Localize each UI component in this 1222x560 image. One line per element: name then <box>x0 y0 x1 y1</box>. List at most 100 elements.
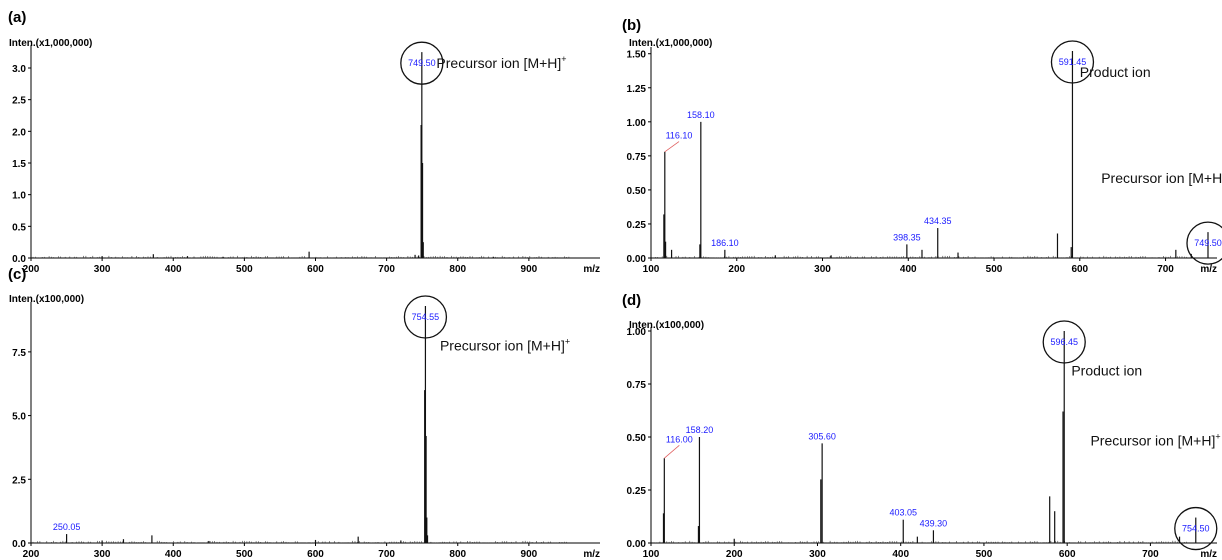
x-tick-label: 100 <box>643 549 660 560</box>
highlight-circle <box>403 295 448 339</box>
ion-charge-superscript: + <box>561 54 566 64</box>
x-axis-label: m/z <box>1200 549 1217 560</box>
peak-label: 749.50 <box>408 58 436 68</box>
y-tick-label: 0.00 <box>627 539 647 550</box>
peak-label: 186.10 <box>711 238 739 248</box>
x-tick-label: 200 <box>728 264 745 275</box>
y-tick-label: 2.0 <box>12 127 26 138</box>
peak-label: 754.50 <box>1182 524 1210 534</box>
x-tick-label: 400 <box>892 549 909 560</box>
x-tick-label: 500 <box>976 549 993 560</box>
x-tick-label: 900 <box>521 264 538 275</box>
x-axis-label: m/z <box>583 549 600 560</box>
ion-annotation-text: Precursor ion [M+H] <box>436 55 561 71</box>
x-tick-label: 200 <box>23 264 40 275</box>
y-axis-label: Inten.(x1,000,000) <box>9 38 92 49</box>
x-tick-label: 900 <box>521 549 538 560</box>
panel-letter: (b) <box>622 17 641 34</box>
x-tick-label: 300 <box>809 549 826 560</box>
x-tick-label: 400 <box>165 264 182 275</box>
peak-label: 403.05 <box>889 508 917 518</box>
spectrum-panel: (a) Inten.(x1,000,000) 0.0 0.5 1.0 1.5 2.0 2.5 3… <box>8 9 600 275</box>
ion-annotation-text: Product ion <box>1071 363 1142 379</box>
highlight-circle <box>1186 221 1222 265</box>
peak-label: 158.10 <box>687 110 715 120</box>
ion-annotation: Precursor ion [M+H]+ <box>440 337 570 354</box>
y-tick-label: 1.50 <box>627 50 647 61</box>
y-tick-label: 3.0 <box>12 64 26 75</box>
peak-leader-line <box>664 445 680 459</box>
x-tick-label: 700 <box>378 264 395 275</box>
peak-label: 434.35 <box>924 216 952 226</box>
y-axis-label: Inten.(x100,000) <box>9 294 84 305</box>
ion-annotation: Precursor ion [M+H]+ <box>1101 169 1222 186</box>
x-tick-label: 800 <box>449 264 466 275</box>
x-tick-label: 700 <box>378 549 395 560</box>
peak-label: 158.20 <box>686 425 714 435</box>
panel-letter: (a) <box>8 9 26 26</box>
x-tick-label: 300 <box>94 549 111 560</box>
peak-label: 116.10 <box>666 131 693 141</box>
ion-annotation-text: Precursor ion [M+H] <box>1101 170 1222 186</box>
peak-label: 398.35 <box>893 232 921 242</box>
ion-annotation-text: Precursor ion [M+H] <box>440 338 565 354</box>
highlight-circle <box>400 41 444 85</box>
x-tick-label: 300 <box>94 264 111 275</box>
y-tick-label: 7.5 <box>12 348 26 359</box>
peak-label: 305.60 <box>808 431 836 441</box>
y-tick-label: 0.75 <box>627 380 647 391</box>
highlight-circle <box>1050 40 1095 84</box>
baseline-noise <box>32 540 570 543</box>
y-tick-label: 1.5 <box>12 159 26 170</box>
x-tick-label: 500 <box>986 264 1003 275</box>
x-tick-label: 400 <box>165 549 182 560</box>
y-axis-label: Inten.(x100,000) <box>629 320 704 331</box>
x-tick-label: 500 <box>236 264 253 275</box>
y-tick-label: 2.5 <box>12 96 26 107</box>
x-tick-label: 100 <box>643 264 660 275</box>
y-tick-label: 0.0 <box>12 539 26 550</box>
y-tick-label: 0.50 <box>627 433 647 444</box>
y-tick-label: 0.25 <box>627 220 647 231</box>
x-tick-label: 700 <box>1157 264 1174 275</box>
y-tick-label: 5.0 <box>12 412 26 423</box>
y-axis-label: Inten.(x1,000,000) <box>629 38 712 49</box>
baseline-noise <box>652 540 1187 543</box>
y-tick-label: 1.00 <box>627 327 647 338</box>
panel-letter: (c) <box>8 266 26 283</box>
ion-annotation-text: Product ion <box>1080 64 1151 80</box>
peak-label: 596.45 <box>1050 337 1078 347</box>
ion-charge-superscript: + <box>565 337 570 347</box>
x-tick-label: 400 <box>900 264 917 275</box>
x-tick-label: 300 <box>814 264 831 275</box>
x-axis-label: m/z <box>1200 264 1217 275</box>
baseline-noise <box>652 255 1187 258</box>
y-tick-label: 0.75 <box>627 152 647 163</box>
x-tick-label: 500 <box>236 549 253 560</box>
panel-letter: (d) <box>622 292 641 309</box>
highlight-circle <box>1174 506 1218 551</box>
peak-label: 754.55 <box>412 312 440 322</box>
x-tick-label: 800 <box>449 549 466 560</box>
x-tick-label: 600 <box>307 264 324 275</box>
y-tick-label: 0.00 <box>627 254 647 265</box>
ion-annotation: Product ion <box>1071 363 1142 379</box>
spectrum-panel: (b) Inten.(x1,000,000) 0.00 0.25 0.50 0.75 1.0… <box>622 17 1222 275</box>
x-tick-label: 200 <box>23 549 40 560</box>
x-tick-label: 600 <box>307 549 324 560</box>
ion-annotation: Precursor ion [M+H]+ <box>1090 431 1220 448</box>
y-tick-label: 2.5 <box>12 475 26 486</box>
x-tick-label: 600 <box>1071 264 1088 275</box>
y-tick-label: 1.25 <box>627 84 647 95</box>
peak-label: 591.45 <box>1059 57 1087 67</box>
x-axis-label: m/z <box>583 264 600 275</box>
peak-label: 250.05 <box>53 522 81 532</box>
x-tick-label: 200 <box>726 549 743 560</box>
y-tick-label: 0.5 <box>12 222 26 233</box>
y-tick-label: 0.50 <box>627 186 647 197</box>
peak-label: 439.30 <box>920 518 948 528</box>
y-tick-label: 0.0 <box>12 254 26 265</box>
y-tick-label: 0.25 <box>627 486 647 497</box>
ion-charge-superscript: + <box>1215 431 1220 441</box>
